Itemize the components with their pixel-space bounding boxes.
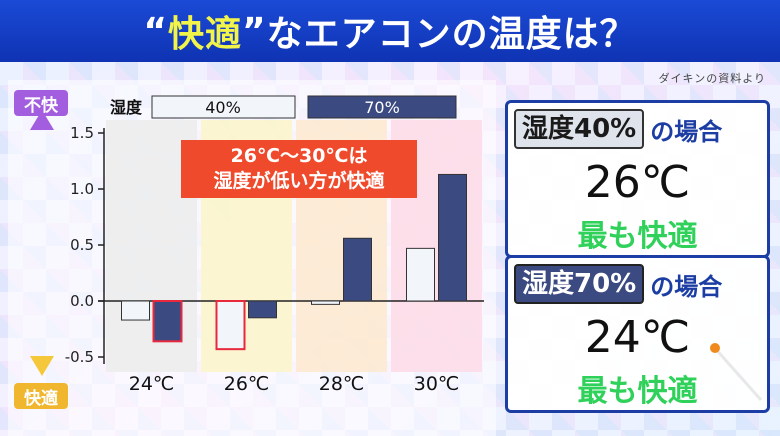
title-quote-close: ” bbox=[242, 10, 267, 52]
legend-swatch-70 bbox=[307, 95, 457, 119]
info-box-header: 湿度40% の場合 bbox=[514, 109, 722, 149]
bar-humidity-40 bbox=[215, 300, 246, 351]
x-category-label: 24℃ bbox=[129, 373, 175, 395]
y-tick-label: 0.5 bbox=[70, 236, 94, 254]
best-label: 最も快適 bbox=[577, 219, 698, 254]
y-tick-label: 0.0 bbox=[70, 292, 94, 310]
legend-title: 湿度 bbox=[109, 98, 143, 117]
case-suffix: の場合 bbox=[650, 272, 723, 301]
bar-humidity-40 bbox=[311, 300, 340, 305]
callout-box: 26℃〜30℃は 湿度が低い方が快適 bbox=[181, 140, 417, 198]
bar-humidity-40 bbox=[406, 247, 435, 302]
y-tick-label: -0.5 bbox=[65, 348, 94, 366]
x-category-label: 30℃ bbox=[414, 373, 460, 395]
legend-swatch-40 bbox=[151, 95, 296, 119]
bar-humidity-70 bbox=[248, 300, 277, 319]
source-note: ダイキンの資料より bbox=[658, 72, 766, 85]
info-box-humidity-40: 湿度40% の場合 26℃ 最も快適 bbox=[505, 100, 770, 258]
bar-humidity-40 bbox=[121, 300, 150, 321]
comfort-arrow-down-head bbox=[30, 356, 54, 376]
info-box-humidity-70: 湿度70% の場合 24℃ 最も快適 bbox=[505, 255, 770, 413]
callout-line-1: 26℃〜30℃は bbox=[230, 145, 368, 167]
humidity-tag: 湿度40% bbox=[514, 109, 645, 149]
callout-line-2: 湿度が低い方が快適 bbox=[213, 170, 385, 192]
x-category-label: 26℃ bbox=[224, 373, 270, 395]
bar-humidity-70 bbox=[152, 300, 183, 343]
case-suffix: の場合 bbox=[650, 117, 723, 146]
x-category-label: 28℃ bbox=[319, 373, 365, 395]
comfort-arrow-up-head bbox=[30, 110, 54, 130]
legend-label-70: 70% bbox=[364, 98, 400, 117]
label-comfortable: 快適 bbox=[14, 383, 68, 409]
title-quote-open: “ bbox=[143, 10, 168, 52]
bar-humidity-70 bbox=[438, 173, 467, 302]
bar-humidity-70 bbox=[343, 237, 372, 302]
page-title: “快適” なエアコンの温度は？ bbox=[0, 0, 780, 62]
best-label: 最も快適 bbox=[577, 374, 698, 409]
title-highlight: 快適 bbox=[167, 14, 242, 55]
y-tick-label: 1.0 bbox=[70, 180, 94, 198]
label-uncomfortable: 不快 bbox=[14, 90, 68, 116]
y-tick-label: 1.5 bbox=[70, 124, 94, 142]
info-box-header: 湿度70% の場合 bbox=[514, 264, 722, 304]
best-temperature: 24℃ bbox=[584, 312, 691, 363]
humidity-tag: 湿度70% bbox=[514, 264, 645, 304]
title-rest: なエアコンの温度は？ bbox=[266, 14, 637, 55]
pointer-stick-icon bbox=[710, 343, 763, 401]
legend-label-40: 40% bbox=[205, 98, 241, 117]
best-temperature: 26℃ bbox=[584, 157, 691, 208]
